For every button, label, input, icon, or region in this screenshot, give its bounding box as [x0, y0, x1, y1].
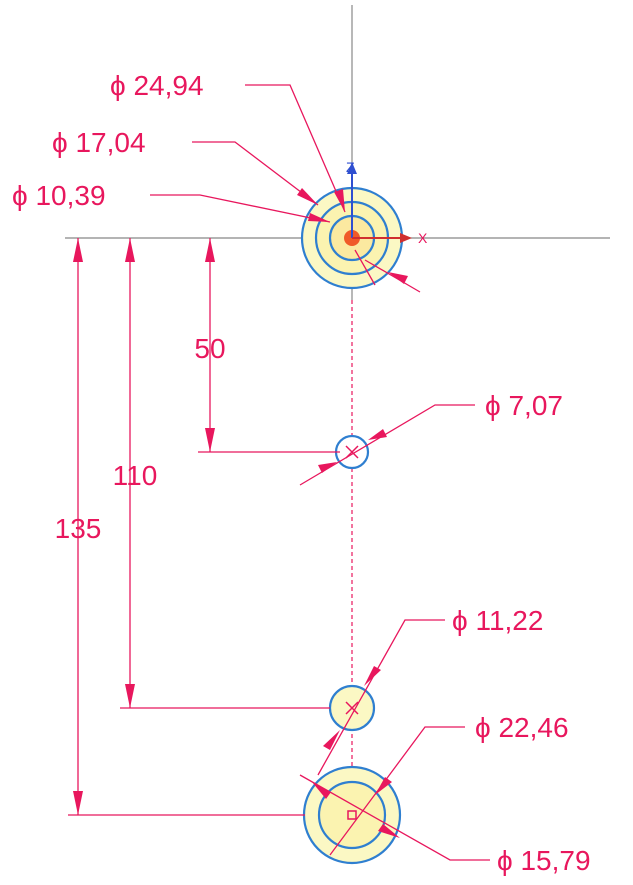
diameter-label: ϕ 15,79	[497, 845, 591, 876]
dimension-label: 50	[194, 333, 225, 364]
dimension-label: 135	[55, 513, 102, 544]
arrowheads	[297, 188, 408, 838]
arrowheads	[73, 238, 215, 815]
circle	[317, 780, 387, 850]
diameter-label: ϕ 17,04	[52, 127, 146, 158]
dimension-label: 110	[113, 460, 158, 491]
diameter-label: ϕ 22,46	[475, 712, 569, 743]
leader-lines	[150, 84, 490, 861]
diameter-label: ϕ 7,07	[485, 390, 563, 421]
diameter-label: ϕ 10,39	[12, 180, 106, 211]
dimension-lines	[68, 238, 340, 816]
diameter-label: ϕ 24,94	[110, 70, 204, 101]
diameter-label: ϕ 11,22	[452, 605, 543, 636]
axis-label: Z	[346, 159, 355, 175]
arrowhead	[347, 162, 357, 174]
arrowhead	[400, 233, 412, 243]
axis-label: X	[418, 230, 428, 246]
